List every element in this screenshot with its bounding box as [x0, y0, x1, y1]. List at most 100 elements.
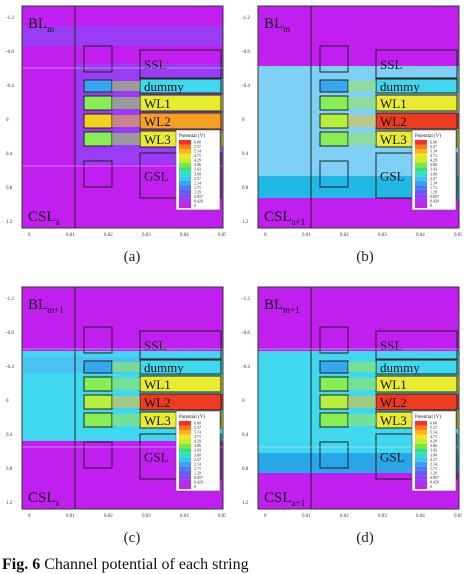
field-fringe	[348, 378, 376, 390]
legend-swatch	[179, 144, 191, 150]
legend-value: 0.857	[430, 475, 439, 480]
caption-label: Fig. 6	[2, 556, 41, 573]
x-tick-label: 0.01	[66, 514, 75, 519]
top-band	[22, 26, 223, 46]
legend-swatch	[415, 457, 427, 462]
y-tick-label: 0	[6, 118, 9, 123]
gate-layer-outline	[139, 49, 222, 79]
y-tick-label: 0.8	[242, 186, 249, 191]
legend-value: 0	[430, 484, 432, 489]
legend-swatch	[179, 452, 191, 458]
gate-square	[83, 113, 113, 129]
legend-swatch	[179, 443, 191, 449]
y-tick-label: 1.2	[6, 501, 13, 506]
field-fringe	[112, 81, 140, 91]
gate-square	[83, 95, 113, 111]
gate-square	[319, 441, 349, 469]
y-tick-label: 0.8	[242, 467, 249, 472]
gate-square	[83, 45, 113, 73]
panel-a-plot: SSLdummyWL1WL2WL3GSLBLmCSLa-1.2-0.8-0.40…	[6, 5, 226, 238]
x-tick-label: 0.02	[340, 514, 349, 519]
legend-swatch	[179, 176, 191, 181]
bitline-subscript: m+1	[283, 305, 300, 315]
legend-value: 3.00	[194, 171, 201, 176]
gate-layer-bar	[140, 113, 223, 129]
y-tick-label: 1.2	[242, 501, 249, 506]
legend-value: 5.14	[430, 430, 437, 435]
legend-value: 1.29	[430, 470, 437, 475]
x-tick-label: 0.05	[218, 514, 226, 519]
legend-value: 2.57	[194, 457, 201, 462]
gate-square	[319, 131, 349, 147]
legend-swatch	[415, 180, 427, 186]
legend-swatch	[179, 421, 191, 426]
legend-value: 6.00	[194, 421, 201, 426]
panel-b: SSL dummy WL1 WL2 WL3 GSL BLm CSLa+1 -1.2 -0.8 -0.…	[240, 2, 462, 238]
plot-frame	[21, 286, 224, 510]
legend-value: 0.857	[194, 194, 203, 199]
legend-swatch	[415, 189, 427, 195]
legend-value: 5.14	[194, 149, 201, 154]
y-tick-label: -1.2	[242, 16, 250, 21]
legend-value: 6.00	[430, 140, 437, 145]
legend-value: 5.57	[430, 144, 437, 149]
gate-square	[319, 45, 349, 73]
y-tick-label: 0.4	[242, 433, 249, 438]
gate-square	[319, 95, 349, 111]
gate-layer-bar	[376, 394, 459, 410]
legend-value: 5.57	[194, 144, 201, 149]
legend-swatch	[179, 434, 191, 440]
legend-swatch	[179, 194, 191, 199]
legend-swatch	[179, 461, 191, 467]
legend-value: 3.86	[430, 443, 437, 448]
gate-layer-bar	[140, 394, 223, 410]
legend-value: 0	[430, 203, 432, 208]
panel-c-label: (c)	[123, 530, 141, 546]
legend-swatch	[179, 430, 191, 435]
legend-value: 2.14	[194, 461, 201, 466]
legend-swatch	[415, 203, 427, 208]
bitline-subscript: m	[47, 24, 54, 34]
layer-label-wl1: WL1	[144, 96, 171, 111]
legend-swatch	[415, 144, 427, 150]
layer-label-ssl: SSL	[380, 57, 402, 72]
y-tick-label: -0.4	[242, 84, 250, 89]
layer-label-dummy: dummy	[144, 79, 184, 94]
legend-value: 3.43	[430, 448, 437, 453]
legend-swatch	[415, 162, 427, 168]
legend-value: 6.00	[430, 421, 437, 426]
legend-swatch	[415, 439, 427, 444]
legend-value: 1.29	[194, 470, 201, 475]
y-tick-label: 0.8	[6, 467, 13, 472]
gate-square	[319, 412, 349, 428]
legend-value: 0	[194, 484, 196, 489]
legend-value: 1.71	[430, 185, 437, 190]
layer-label-ssl: SSL	[380, 338, 402, 353]
legend-value: 2.57	[430, 457, 437, 462]
x-tick-label: 0.03	[378, 233, 387, 238]
y-tick-label: 0.4	[6, 433, 13, 438]
legend-value: 0.429	[194, 479, 203, 484]
legend-value: 3.43	[194, 167, 201, 172]
x-tick-label: 0.04	[180, 233, 189, 238]
legend-value: 3.86	[194, 162, 201, 167]
legend-swatch	[179, 149, 191, 154]
x-tick-label: 0.05	[218, 233, 226, 238]
legend-value: 1.71	[194, 185, 201, 190]
legend-swatch	[179, 185, 191, 190]
legend-title: Potential (V)	[415, 415, 441, 420]
x-tick-label: 0.05	[454, 514, 462, 519]
legend-swatch	[415, 171, 427, 177]
legend-swatch	[415, 484, 427, 489]
legend-value: 0.429	[430, 479, 439, 484]
y-tick-label: 0.4	[6, 152, 13, 157]
bitline-subscript: m	[283, 24, 290, 34]
legend-swatch	[415, 479, 427, 485]
figure-caption: Fig. 6 Channel potential of each string	[2, 556, 249, 574]
legend-swatch	[179, 140, 191, 145]
gate-layer-bar	[140, 360, 223, 374]
field-fringe	[112, 378, 140, 390]
y-tick-label: -0.8	[6, 50, 14, 55]
panel-a-label: (a)	[123, 249, 141, 265]
gate-square	[83, 441, 113, 469]
